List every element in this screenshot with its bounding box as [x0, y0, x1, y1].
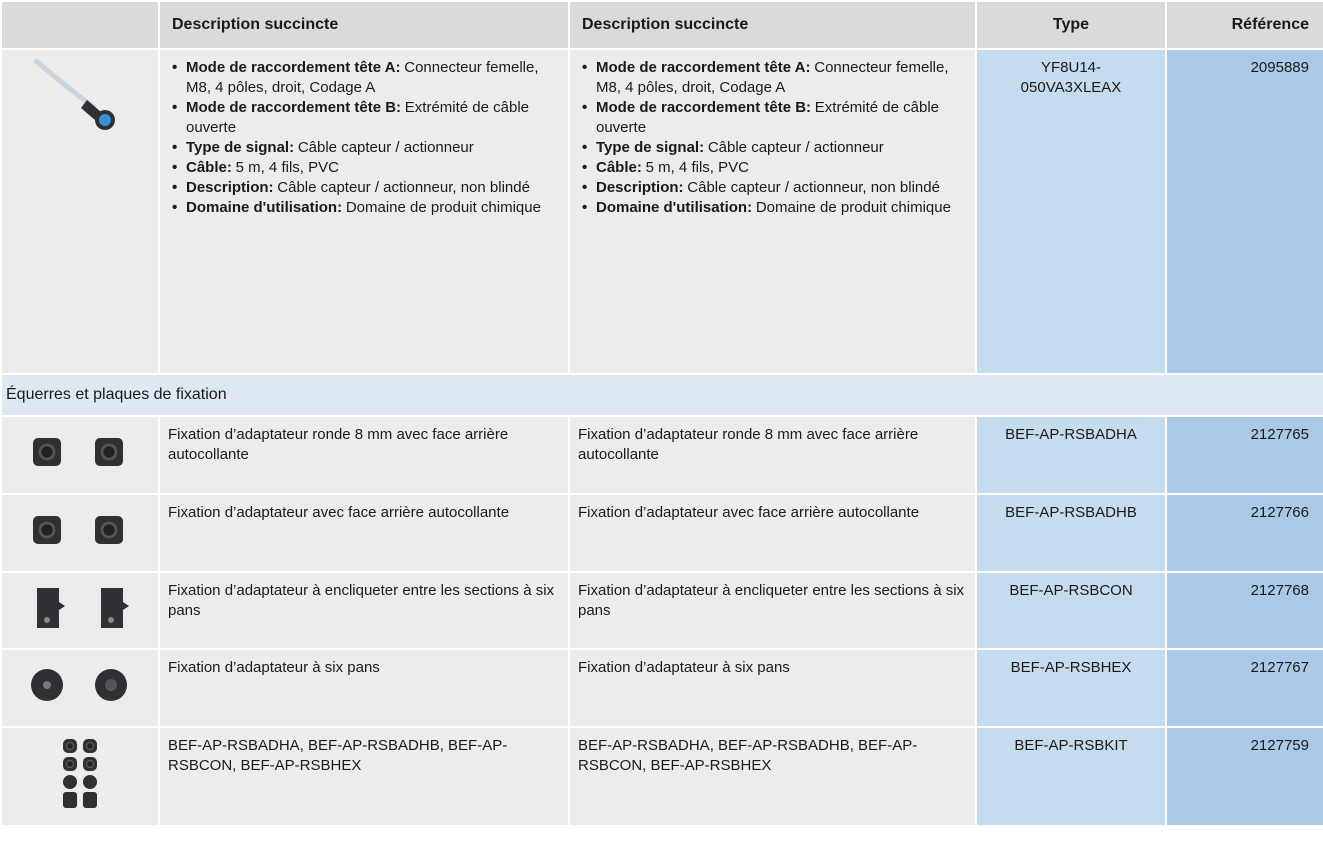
description-cell: Fixation d’adaptateur à six pans [158, 648, 570, 728]
bullet-text: 5 m, 4 fils, PVC [645, 159, 749, 176]
image-cell [0, 726, 160, 827]
bullet-text: Extrémité de câble ouverte [186, 99, 530, 136]
description-cell: Mode de raccordement tête A:Connecteur f… [568, 48, 977, 375]
bullet-item: Type de signal:Câble capteur / actionneu… [578, 138, 967, 158]
bullet-label: Type de signal: [186, 139, 295, 156]
bullet-label: Mode de raccordement tête B: [186, 99, 402, 116]
reference-cell: 2127766 [1165, 493, 1323, 573]
image-cell [0, 571, 160, 650]
bullet-item: Mode de raccordement tête A:Connecteur f… [578, 58, 967, 98]
product-icon [31, 669, 127, 701]
header-row: Description succincte Description succinc… [0, 0, 1323, 50]
bullet-text: Extrémité de câble ouverte [596, 99, 940, 136]
product-table: Description succincte Description succinc… [0, 0, 1323, 827]
description-cell: BEF-AP-RSBADHA, BEF-AP-RSBADHB, BEF-AP-R… [568, 726, 977, 827]
image-cell [0, 493, 160, 573]
reference-cell: 2127759 [1165, 726, 1323, 827]
bullet-label: Type de signal: [596, 139, 705, 156]
bullet-label: Domaine d'utilisation: [186, 199, 343, 216]
description-cell: Fixation d’adaptateur à encliqueter entr… [158, 571, 570, 650]
product-image [2, 580, 158, 642]
bullet-item: Type de signal:Câble capteur / actionneu… [168, 138, 560, 158]
image-cell [0, 415, 160, 495]
product-icon [33, 516, 123, 544]
product-icon [33, 438, 123, 466]
bullet-text: Connecteur femelle, M8, 4 pôles, droit, … [186, 59, 539, 96]
accessory-row: Fixation d’adaptateur avec face arrière … [0, 493, 1323, 573]
product-image [2, 737, 158, 817]
bullet-item: Domaine d'utilisation:Domaine de produit… [168, 198, 560, 218]
type-cell: BEF-AP-RSBHEX [975, 648, 1167, 728]
bullet-item: Câble:5 m, 4 fils, PVC [578, 158, 967, 178]
bullet-text: Domaine de produit chimique [755, 199, 951, 216]
description-cell: Fixation d’adaptateur avec face arrière … [158, 493, 570, 573]
description-cell: Fixation d’adaptateur avec face arrière … [568, 493, 977, 573]
bullet-text: Câble capteur / actionneur [297, 139, 474, 156]
section-row: Équerres et plaques de fixation [0, 373, 1323, 417]
description-cell: Mode de raccordement tête A:Connecteur f… [158, 48, 570, 375]
bullet-item: Mode de raccordement tête A:Connecteur f… [168, 58, 560, 98]
product-icon [63, 738, 97, 808]
section-title: Équerres et plaques de fixation [0, 373, 1323, 417]
type-cell: BEF-AP-RSBKIT [975, 726, 1167, 827]
accessory-row: Fixation d’adaptateur ronde 8 mm avec fa… [0, 415, 1323, 495]
bullet-item: Description:Câble capteur / actionneur, … [578, 178, 967, 198]
reference-cell: 2127767 [1165, 648, 1323, 728]
type-cell: YF8U14-050VA3XLEAX [975, 48, 1167, 375]
bullet-item: Domaine d'utilisation:Domaine de produit… [578, 198, 967, 218]
accessory-row: Fixation d’adaptateur à encliqueter entr… [0, 571, 1323, 650]
bullet-list: Mode de raccordement tête A:Connecteur f… [578, 58, 967, 218]
reference-cell: 2095889 [1165, 48, 1323, 375]
bullet-text: Câble capteur / actionneur [707, 139, 884, 156]
header-cell: Description succincte [158, 0, 570, 50]
bullet-item: Description:Câble capteur / actionneur, … [168, 178, 560, 198]
image-cell [0, 648, 160, 728]
bullet-label: Mode de raccordement tête B: [596, 99, 812, 116]
bullet-item: Mode de raccordement tête B:Extrémité de… [168, 98, 560, 138]
bullet-text: 5 m, 4 fils, PVC [235, 159, 339, 176]
description-cell: Fixation d’adaptateur ronde 8 mm avec fa… [158, 415, 570, 495]
description-cell: BEF-AP-RSBADHA, BEF-AP-RSBADHB, BEF-AP-R… [158, 726, 570, 827]
bullet-label: Câble: [186, 159, 232, 176]
bullet-text: Câble capteur / actionneur, non blindé [687, 179, 940, 196]
type-cell: BEF-AP-RSBADHB [975, 493, 1167, 573]
bullet-list: Mode de raccordement tête A:Connecteur f… [168, 58, 560, 218]
type-cell: BEF-AP-RSBCON [975, 571, 1167, 650]
type-cell: BEF-AP-RSBADHA [975, 415, 1167, 495]
type-text: YF8U14-050VA3XLEAX [1020, 59, 1122, 96]
product-icon [33, 58, 115, 130]
header-cell: Description succincte [568, 0, 977, 50]
product-image [2, 655, 158, 721]
product-image [2, 422, 158, 488]
bullet-label: Mode de raccordement tête A: [596, 59, 811, 76]
header-cell [0, 0, 160, 50]
product-row: Mode de raccordement tête A:Connecteur f… [0, 48, 1323, 375]
bullet-label: Mode de raccordement tête A: [186, 59, 401, 76]
reference-cell: 2127768 [1165, 571, 1323, 650]
accessory-row: Fixation d’adaptateur à six pans Fixation… [0, 648, 1323, 728]
product-image [2, 56, 158, 152]
bullet-label: Description: [596, 179, 684, 196]
bullet-label: Domaine d'utilisation: [596, 199, 753, 216]
image-cell [0, 48, 160, 375]
reference-cell: 2127765 [1165, 415, 1323, 495]
product-icon [37, 587, 129, 628]
description-cell: Fixation d’adaptateur ronde 8 mm avec fa… [568, 415, 977, 495]
accessory-row: BEF-AP-RSBADHA, BEF-AP-RSBADHB, BEF-AP-R… [0, 726, 1323, 827]
bullet-item: Câble:5 m, 4 fils, PVC [168, 158, 560, 178]
description-cell: Fixation d’adaptateur à six pans [568, 648, 977, 728]
bullet-item: Mode de raccordement tête B:Extrémité de… [578, 98, 967, 138]
bullet-text: Domaine de produit chimique [345, 199, 541, 216]
bullet-label: Câble: [596, 159, 642, 176]
bullet-text: Connecteur femelle, M8, 4 pôles, droit, … [596, 59, 949, 96]
header-cell: Référence [1165, 0, 1323, 50]
bullet-label: Description: [186, 179, 274, 196]
product-image [2, 500, 158, 566]
description-cell: Fixation d’adaptateur à encliqueter entr… [568, 571, 977, 650]
header-cell: Type [975, 0, 1167, 50]
bullet-text: Câble capteur / actionneur, non blindé [277, 179, 530, 196]
